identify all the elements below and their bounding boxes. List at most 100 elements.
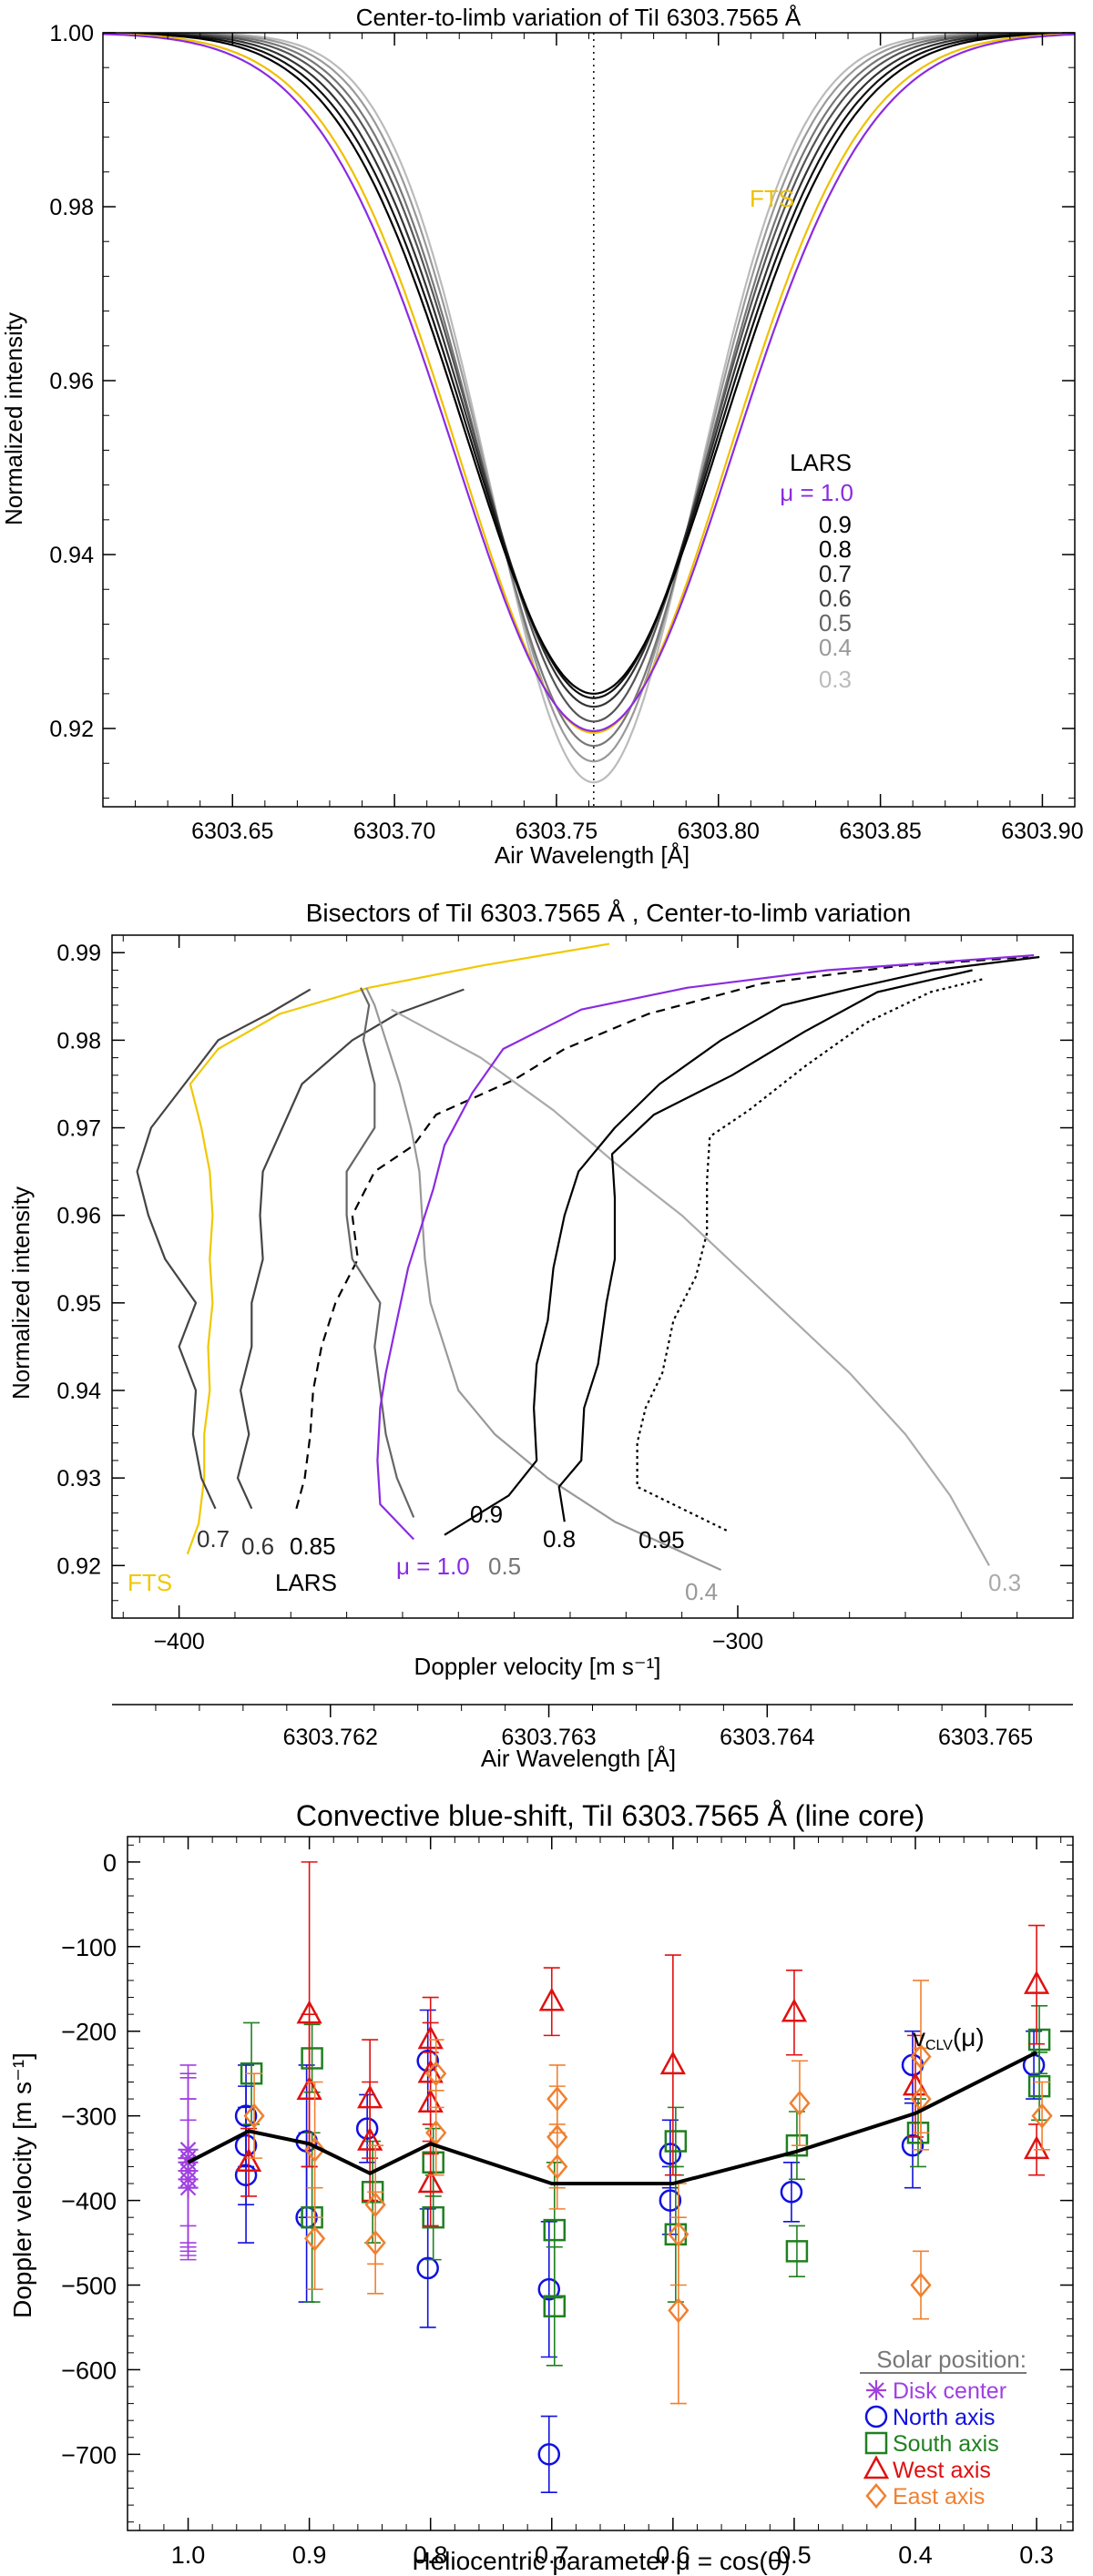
marker-square-shape [664,2223,688,2246]
y-tick-label: −500 [61,2273,117,2300]
marker-square-shape [543,2295,567,2317]
bisector-label-0.5: 0.5 [488,1553,521,1580]
y-tick-label: 0.94 [56,1379,101,1404]
marker-circle [864,2405,888,2428]
marker-diamond-shape [425,2061,447,2087]
marker-triangle [863,2455,890,2479]
vclv-arg: (μ) [953,2023,985,2052]
marker-triangle-shape [1023,1970,1050,1994]
panel2-xlabel2: Air Wavelength [Å] [481,1745,676,1772]
y-tick-label: −100 [61,1934,117,1961]
bisector-FTS [186,942,610,1555]
marker-diamond [1031,2103,1053,2129]
marker-diamond [243,2103,265,2129]
marker-triangle [1023,1970,1050,1994]
marker-asterisk-stroke [179,2150,197,2166]
bisector-μ=1.0 [376,954,1035,1541]
marker-square-shape [664,2130,688,2153]
bisector-label-0.4: 0.4 [685,1578,718,1605]
panel3-ylabel: Doppler velocity [m s⁻¹] [8,2052,36,2318]
y-tick-label: 1.00 [49,21,94,46]
bisector-label-mu-1.0: μ = 1.0 [396,1553,470,1580]
panel3-xlabel: Heliocentric parameter μ = cos(θ) [412,2547,790,2575]
marker-circle [659,2143,682,2165]
marker-diamond-shape [1031,2103,1053,2129]
x-tick-label: 6303.80 [678,819,760,844]
x-tick-label: 0.8 [414,2541,448,2569]
bisector-label-0.85: 0.85 [290,1532,336,1560]
marker-circle-shape [234,2164,258,2186]
marker-triangle [538,1987,565,2011]
panel1-legend: LARS μ = 1.0 0.9 0.8 0.7 0.6 0.5 0.4 0.3 [780,449,853,693]
marker-triangle [235,2148,262,2173]
y-tick-label: −600 [61,2357,117,2384]
marker-circle-shape [901,2133,924,2157]
y-tick-label: −300 [61,2103,117,2131]
panel2-curve-labels: FTS 0.7 0.6 LARS 0.85 μ = 1.0 0.5 0.9 0.… [128,1501,1021,1605]
marker-square-shape [785,2240,809,2263]
bisector-label-0.7: 0.7 [197,1525,230,1553]
marker-diamond-shape [364,2230,386,2256]
y-tick-label: 0.96 [56,1204,101,1229]
legend-mu-0.8: 0.8 [819,535,852,563]
legend-mu-0.4: 0.4 [819,634,852,661]
panel2-axes: −400 −300 0.92 0.93 0.94 0.95 0.96 0.97 0.98 0.99 [56,935,1074,1655]
panel2-xlabel: Doppler velocity [m s⁻¹] [414,1653,661,1680]
bisector-0.8 [557,969,973,1522]
marker-diamond [789,2090,811,2116]
bisector-label-0.95: 0.95 [638,1526,685,1553]
marker-triangle [781,1998,808,2022]
legend-mu-0.6: 0.6 [819,585,852,612]
bisector-0.4 [365,987,722,1572]
marker-circle-shape [355,2117,379,2140]
profile-0.8 [103,33,1075,699]
profile-FTS [103,33,1075,734]
profile-0.7 [103,33,1075,708]
panel1-xlabel: Air Wavelength [Å] [495,841,690,869]
marker-square [1027,2028,1051,2052]
marker-triangle-shape [781,1998,808,2022]
bisector-0.7 [136,988,312,1510]
marker-circle-shape [416,2256,439,2280]
marker-circle [537,2443,561,2466]
marker-diamond-shape [243,2103,265,2129]
marker-triangle-shape [538,1987,565,2011]
panel2-frame [111,934,1074,1619]
bisector-0.95 [636,978,985,1532]
marker-circle [355,2117,379,2140]
y-tick-label: 0 [103,1849,117,1877]
axis2-tick-label: 6303.764 [720,1725,814,1750]
axis2-tick-label: 6303.763 [501,1725,596,1750]
marker-diamond [303,2225,326,2252]
marker-diamond-shape [910,2272,932,2298]
marker-triangle-shape [235,2148,262,2173]
x-tick-label: 0.6 [656,2541,690,2569]
legend3-title: Solar position: [876,2346,1027,2373]
x-tick-label: 0.4 [898,2541,933,2569]
marker-diamond [546,2153,568,2180]
x-tick-label: −400 [153,1629,204,1655]
y-tick-label: 0.93 [56,1466,101,1492]
bisector-label-fts: FTS [128,1569,172,1596]
profile-0.6 [103,33,1075,723]
marker-square [543,2218,567,2242]
y-tick-label: 0.97 [56,1116,101,1142]
marker-square [1027,2074,1051,2098]
marker-square [785,2240,809,2263]
y-tick-label: −200 [61,2019,117,2046]
marker-triangle [417,2169,444,2194]
axis2-tick-label: 6303.765 [938,1725,1033,1750]
profile-0.3 [103,33,1075,784]
panel1-frame [102,32,1076,808]
marker-circle [234,2164,258,2186]
x-tick-label: 1.0 [171,2541,206,2569]
marker-diamond [303,2136,326,2163]
marker-asterisk [866,2380,886,2400]
marker-triangle-shape [863,2455,890,2479]
x-tick-label: 0.5 [777,2541,812,2569]
y-tick-label: 0.99 [56,941,101,966]
marker-square-shape [864,2431,888,2455]
y-tick-label: 0.92 [56,1553,101,1579]
marker-circle-shape [780,2181,803,2204]
